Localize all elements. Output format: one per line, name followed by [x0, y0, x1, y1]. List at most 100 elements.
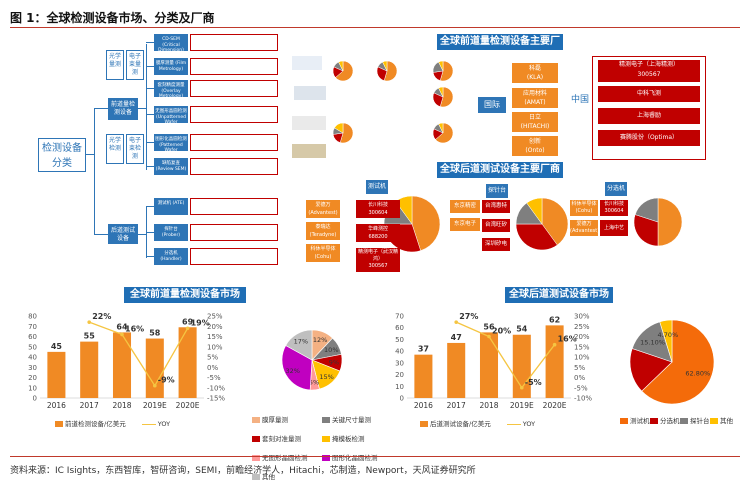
bar-value-label: 62 — [549, 315, 560, 324]
tree-item-front: 膜厚测量 (Film Metrology) — [154, 58, 188, 75]
legend-swatch — [680, 418, 688, 424]
y-tick-label: 50 — [28, 343, 37, 351]
bar — [112, 332, 132, 398]
tree-item-front: 无图形晶圆检测 (Unpatterned Wafer Inspection) — [154, 106, 188, 131]
x-tick-label: 2017 — [80, 401, 99, 410]
bar — [414, 354, 433, 398]
y2-tick-label: 10% — [207, 343, 223, 351]
vendor-pie-slice — [526, 197, 543, 225]
mini-pie-slice — [338, 60, 344, 72]
legend-yoy: YOY — [522, 420, 536, 428]
tester-intl: 科休半导体 (Cohu) — [306, 244, 340, 262]
y-tick-label: 70 — [28, 323, 37, 331]
yoy-point — [552, 342, 557, 347]
legend-swatch — [710, 418, 718, 424]
front-market-chart: 0 10 20 30 40 50 60 70 80 -15% -10% -5% 0% 5% 10% 15% 20… — [28, 312, 225, 410]
y2-tick-label: -10% — [207, 384, 225, 392]
front-chart-legend: 前道检测设备/亿美元 YOY — [55, 418, 170, 428]
vendor-pie-slice — [633, 214, 659, 247]
pie-legend-item: 掩模板检测 — [322, 433, 392, 443]
mini-pie-slice — [435, 122, 454, 144]
y2-tick-label: 5% — [207, 354, 218, 362]
connector — [138, 108, 146, 109]
pie-slice — [281, 345, 313, 391]
legend-swatch — [252, 417, 260, 423]
y-tick-label: 60 — [395, 324, 404, 332]
x-tick-label: 2016 — [414, 401, 433, 410]
pie-legend-item: 关键尺寸量测 — [322, 414, 392, 424]
back-vendors-title: 全球后道测试设备主要厂商 — [437, 162, 563, 178]
bar-value-label: 69 — [182, 317, 194, 326]
front-vendor-cn: 赛腾股份（Optima） — [598, 130, 700, 146]
subcat-ebeam-metrology: 电子束量测 — [126, 50, 144, 80]
mini-pie-slice — [335, 60, 354, 82]
vendor-pie-slice — [411, 195, 441, 251]
pie-legend-item: 图形化晶圆检测 — [322, 452, 392, 462]
front-market-title: 全球前道量检测设备市场 — [124, 287, 246, 303]
bar — [545, 325, 564, 398]
yoy-label: 22% — [92, 312, 111, 321]
y2-tick-label: 25% — [207, 313, 223, 321]
tree-root: 检测设备 分类 — [38, 138, 86, 172]
yoy-point — [120, 332, 124, 337]
legend-label: 关键尺寸量测 — [332, 416, 371, 424]
title-divider — [10, 27, 740, 28]
y2-tick-label: 20% — [574, 333, 590, 341]
legend-yoy: YOY — [157, 420, 171, 428]
mini-pie-slice — [339, 122, 354, 144]
legend-series: 前道检测设备/亿美元 — [65, 420, 126, 428]
connector — [146, 114, 154, 115]
yoy-label: 20% — [492, 327, 511, 336]
item-description — [190, 158, 278, 175]
vendor-pie-slice — [541, 197, 569, 246]
pie-value-label: 12% — [313, 336, 327, 344]
tree-item-back: 测试机 (ATE) — [154, 198, 188, 215]
yoy-point — [520, 385, 524, 390]
item-description — [190, 224, 278, 241]
source-note: 资料来源：IC Isights，东西智库，智研咨询，SEMI，前瞻经济学人，Hi… — [10, 466, 476, 476]
cn-vendor-frame — [592, 56, 706, 160]
legend-line — [141, 423, 156, 425]
bar — [178, 327, 197, 398]
tree-item-back: 分选机 (Handler) — [154, 248, 188, 265]
cn-label: 中国 — [566, 92, 594, 108]
legend-label: 探针台 — [690, 417, 710, 425]
item-description — [190, 134, 278, 151]
y2-tick-label: 0% — [207, 364, 218, 372]
bar — [447, 342, 466, 398]
y-tick-label: 10 — [28, 384, 37, 392]
tester-cn: 长川科技 300604 — [356, 200, 400, 218]
mini-pie-slice — [334, 122, 344, 134]
intl-label: 国际 — [478, 97, 506, 113]
y2-tick-label: -10% — [574, 395, 592, 403]
bar-value-label: 55 — [84, 332, 96, 341]
connector — [94, 234, 108, 235]
legend-swatch — [322, 455, 330, 461]
yoy-point — [87, 320, 91, 324]
pie-legend-item: 探针台 — [680, 415, 710, 425]
pie-value-label: 5% — [309, 378, 319, 386]
tester-intl: 爱德万 (Advantest) — [306, 200, 340, 218]
yoy-point — [153, 383, 157, 388]
vendor-share-pies — [383, 195, 683, 253]
y2-tick-label: 15% — [207, 333, 223, 341]
pie-value-label: 32% — [285, 367, 299, 375]
legend-swatch — [252, 436, 260, 442]
item-description — [190, 248, 278, 265]
classification-tree: 检测设备 分类 前道量检测设备 后道测试设备 光学量测 电子束量测 光学检测 电… — [0, 30, 300, 270]
connector — [146, 142, 154, 143]
bar-value-label: 56 — [483, 322, 495, 331]
item-description — [190, 106, 278, 123]
vendor-pie-slice — [634, 197, 659, 223]
connector — [86, 154, 94, 155]
vendor-pie-slice — [657, 197, 683, 247]
yoy-point — [454, 320, 458, 324]
pie-value-label: 10% — [324, 346, 338, 354]
prober-intl: 东京电子 — [450, 218, 480, 231]
legend-line — [506, 423, 521, 425]
y2-tick-label: -5% — [574, 384, 588, 392]
figure-title: 图 1：全球检测设备市场、分类及厂商 — [10, 11, 215, 25]
pie-legend-item: 其他 — [710, 415, 740, 425]
y2-tick-label: -15% — [207, 395, 225, 403]
connector — [94, 108, 108, 109]
